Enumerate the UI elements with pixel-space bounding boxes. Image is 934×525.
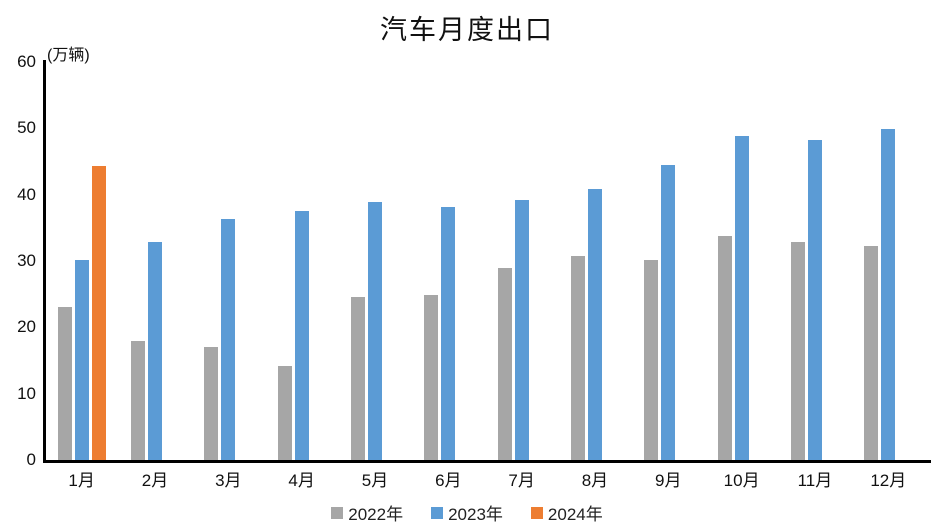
legend-label: 2023年 — [448, 505, 503, 524]
bar-2023年-3月 — [221, 218, 236, 460]
y-tick-label-0: 0 — [26, 450, 36, 469]
bar-2022年-5月 — [350, 297, 365, 460]
legend-item-2024年: 2024年 — [530, 500, 603, 525]
bar-2023年-8月 — [587, 189, 602, 460]
chart-legend: 2022年 2023年 2024年 — [0, 500, 934, 525]
chart-title: 汽车月度出口 — [380, 15, 554, 45]
x-tick-label-11月: 11月 — [797, 471, 833, 490]
bar-2023年-2月 — [147, 241, 162, 460]
y-tick-label-30: 30 — [17, 251, 36, 270]
x-tick-label-8月: 8月 — [581, 471, 609, 490]
x-tick-label-3月: 3月 — [215, 471, 242, 490]
legend-swatch-icon — [331, 506, 344, 519]
bar-group-6月 — [412, 62, 485, 460]
legend-item-2022年: 2022年 — [331, 500, 403, 525]
bar-2022年-2月 — [130, 340, 145, 460]
bar-2022年-6月 — [424, 294, 439, 460]
bar-group-3月 — [192, 62, 265, 460]
bar-2023年-12月 — [881, 129, 896, 460]
legend-item-2023年: 2023年 — [431, 500, 503, 525]
x-axis-tick-labels: 1月 2月 3月 4月 5月 6月 7月 8月 9月 10月 11月 12月 — [45, 466, 925, 491]
bar-group-8月 — [558, 62, 631, 460]
bar-2022年-1月 — [57, 306, 72, 460]
bar-2023年-7月 — [514, 199, 529, 460]
bar-2022年-9月 — [644, 260, 659, 460]
x-tick-label-5月: 5月 — [361, 471, 389, 490]
y-tick-label-40: 40 — [17, 184, 36, 204]
x-tick-label-4月: 4月 — [288, 471, 315, 490]
bar-group-1月 — [45, 62, 118, 460]
bar-group-5月 — [338, 62, 411, 460]
bar-2024年-1月 — [91, 166, 106, 460]
bar-2022年-11月 — [790, 241, 805, 460]
bar-2023年-4月 — [294, 210, 309, 460]
legend-label: 2022年 — [348, 505, 404, 524]
y-tick-label-10: 10 — [17, 383, 36, 403]
bar-group-12月 — [852, 62, 925, 460]
bar-2022年-12月 — [864, 245, 879, 460]
x-tick-label-6月: 6月 — [435, 471, 462, 490]
x-tick-label-1月: 1月 — [68, 471, 95, 490]
y-axis-line — [43, 60, 46, 463]
bar-2022年-8月 — [570, 255, 585, 460]
x-tick-label-2月: 2月 — [141, 471, 169, 490]
bar-group-4月 — [265, 62, 338, 460]
x-axis-line — [43, 460, 931, 463]
x-tick-label-9月: 9月 — [655, 471, 682, 490]
y-axis-unit-label: (万辆) — [47, 47, 90, 64]
bar-2022年-4月 — [277, 366, 292, 460]
bar-2023年-9月 — [661, 165, 676, 460]
bar-2023年-5月 — [367, 201, 382, 460]
bar-2023年-11月 — [807, 140, 822, 460]
plot-area — [45, 62, 925, 460]
y-tick-label-20: 20 — [17, 317, 36, 337]
legend-swatch-icon — [530, 506, 543, 519]
x-tick-label-7月: 7月 — [508, 471, 535, 490]
legend-label: 2024年 — [547, 505, 603, 524]
x-tick-label-10月: 10月 — [723, 471, 760, 490]
bar-group-7月 — [485, 62, 558, 460]
bar-group-10月 — [705, 62, 778, 460]
x-tick-label-12月: 12月 — [870, 471, 907, 490]
y-tick-label-50: 50 — [17, 118, 36, 138]
bar-2022年-3月 — [204, 347, 219, 460]
bar-2023年-1月 — [74, 260, 89, 460]
bar-2023年-6月 — [441, 206, 456, 460]
bar-group-11月 — [778, 62, 851, 460]
bar-2022年-10月 — [717, 236, 732, 460]
bar-group-2月 — [118, 62, 191, 460]
bar-2023年-10月 — [734, 136, 749, 460]
legend-swatch-icon — [431, 506, 444, 519]
bar-group-9月 — [632, 62, 705, 460]
y-tick-label-60: 60 — [17, 52, 36, 71]
bar-2022年-7月 — [497, 267, 512, 460]
